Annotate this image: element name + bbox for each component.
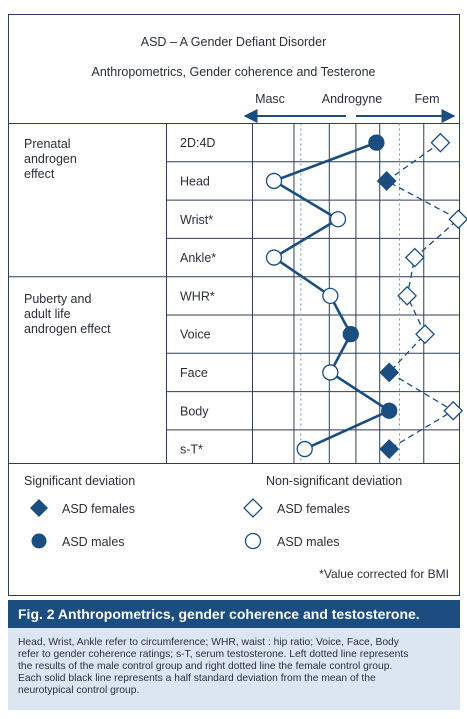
legend-male-significant-marker: [31, 533, 47, 549]
female-significant-marker: [379, 362, 400, 383]
legend-male-significant-label: ASD males: [62, 535, 125, 549]
row-label: Voice: [180, 328, 211, 342]
female-nonsignificant-marker: [430, 132, 451, 153]
row-label: 2D:4D: [180, 136, 215, 150]
female-nonsignificant-marker: [448, 209, 467, 230]
row-label: Wrist*: [180, 213, 213, 227]
legend-female-significant-marker: [30, 499, 48, 517]
caption-line: refer to gender coherence ratings; s-T, …: [18, 649, 408, 660]
legend-nonsignificant-heading: Non-significant deviation: [266, 474, 402, 488]
caption-title: Fig. 2 Anthropometrics, gender coherence…: [18, 606, 420, 622]
legend-female-nonsignificant-marker: [243, 498, 263, 518]
female-nonsignificant-marker: [415, 324, 435, 345]
row-label: WHR*: [180, 289, 215, 303]
group-label-line: effect: [24, 167, 55, 181]
female-nonsignificant-marker: [397, 285, 418, 306]
row-label: Ankle*: [180, 251, 216, 265]
fem-label: Fem: [415, 92, 440, 106]
row-label: s-T*: [180, 443, 203, 457]
figure-frame: [8, 14, 460, 596]
male-nonsignificant-marker: [322, 364, 339, 381]
footnote: *Value corrected for BMI: [319, 567, 449, 581]
male-nonsignificant-marker: [296, 440, 313, 458]
row-label: Body: [180, 404, 209, 418]
female-nonsignificant-marker: [404, 247, 425, 268]
diagram-title: ASD – A Gender Defiant Disorder: [141, 35, 327, 49]
caption-body-box: [8, 628, 460, 710]
group-label-line: androgen: [24, 152, 77, 166]
group-label-line: adult life: [24, 307, 71, 321]
caption-line: Head, Wrist, Ankle refer to circumferenc…: [18, 637, 400, 648]
legend-male-nonsignificant-label: ASD males: [277, 535, 340, 549]
female-significant-marker: [376, 171, 397, 191]
male-nonsignificant-marker: [329, 211, 347, 228]
row-label: Head: [180, 174, 210, 188]
legend-female-nonsignificant-label: ASD females: [277, 502, 350, 516]
group-label-line: Puberty and: [24, 292, 91, 306]
male-nonsignificant-marker: [265, 172, 283, 190]
male-significant-marker: [342, 325, 359, 343]
female-nonsignificant-marker: [443, 400, 464, 421]
male-significant-marker: [368, 134, 385, 151]
chart-series: [265, 132, 467, 459]
male-significant-marker: [381, 402, 398, 419]
male-nonsignificant-marker: [265, 249, 283, 266]
group-label-line: androgen effect: [24, 322, 111, 336]
legend-male-nonsignificant-marker: [244, 532, 262, 550]
row-label: Face: [180, 366, 208, 380]
legend-significant-heading: Significant deviation: [24, 474, 135, 488]
female-significant-marker: [379, 439, 400, 459]
group-label-line: Prenatal: [24, 137, 71, 151]
caption-title-bar: [8, 600, 460, 628]
androgyne-label: Androgyne: [322, 92, 383, 106]
row-labels: 2D:4D Head Wrist* Ankle* WHR* Voice Face Body s-…: [180, 136, 216, 456]
caption-line: neurotypical control group.: [18, 685, 139, 696]
legend-female-significant-label: ASD females: [62, 502, 135, 516]
male-nonsignificant-marker: [322, 287, 339, 305]
caption-line: the results of the male control group an…: [18, 661, 392, 672]
diagram-subtitle: Anthropometrics, Gender coherence and Te…: [92, 65, 376, 79]
masc-label: Masc: [255, 92, 285, 106]
caption-line: Each solid black line represents a half …: [18, 673, 376, 684]
